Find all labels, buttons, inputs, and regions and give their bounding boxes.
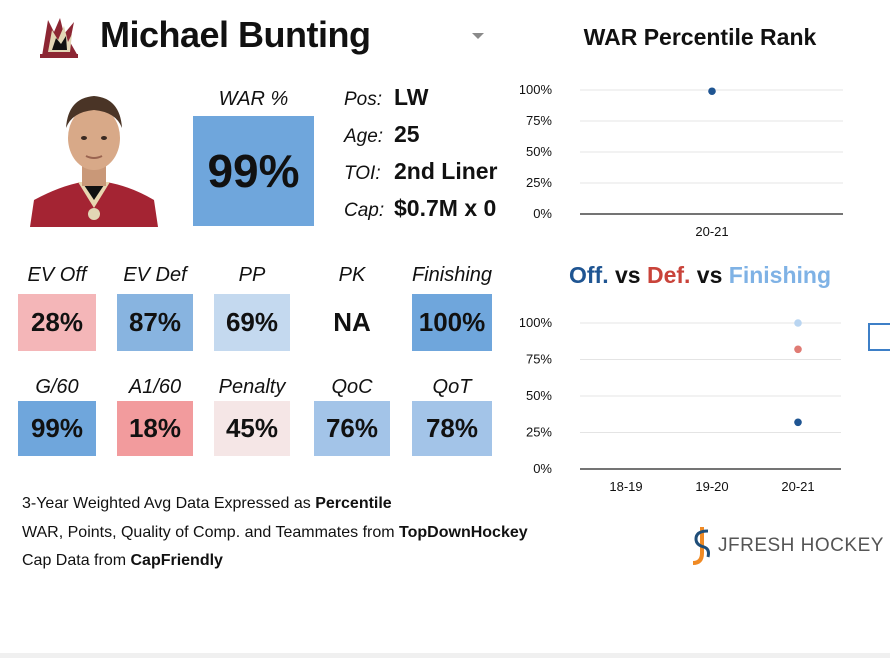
footnote-bold: CapFriendly (130, 552, 223, 569)
stat-label-penalty: Penalty (218, 376, 286, 398)
chart-title-war-rank: WAR Percentile Rank (583, 24, 817, 50)
war-label: WAR % (218, 88, 289, 110)
chart-title-off-def-finishing: Off. vs Def. vs Finishing (560, 262, 840, 289)
y-tick-label: 25% (526, 175, 552, 190)
stat-label-pp: PP (238, 264, 266, 286)
player-headshot (20, 82, 168, 227)
x-tick-label: 20-21 (781, 479, 814, 494)
data-point (794, 319, 802, 327)
stat-label-g60: G/60 (35, 376, 79, 398)
stat-box-g60: 99% (18, 401, 96, 456)
stat-label-finishing: Finishing (411, 264, 493, 286)
stat-label-qoc: QoC (331, 376, 373, 398)
player-select-dropdown[interactable] (472, 33, 484, 39)
chart-title-part: vs (690, 262, 729, 288)
info-value: 2nd Liner (394, 158, 498, 184)
chart-title-part: Def. (646, 262, 691, 288)
info-value: $0.7M x 0 (394, 195, 497, 221)
y-tick-label: 25% (526, 425, 552, 440)
x-tick-label: 20-21 (695, 224, 728, 239)
y-tick-label: 100% (520, 82, 552, 97)
info-value: 25 (394, 121, 420, 147)
off-def-finishing-chart: 100% 75% 50% 25% 0% 18-19 19-20 20-21 (520, 315, 841, 494)
info-key: Cap: (344, 200, 385, 221)
stat-box-finishing: 100% (412, 294, 492, 351)
y-tick-label: 50% (526, 388, 552, 403)
y-tick-label: 0% (533, 206, 552, 221)
chart-title-part: Finishing (728, 262, 832, 288)
footnote-bold: TopDownHockey (399, 524, 528, 541)
x-tick-label: 19-20 (695, 479, 728, 494)
footnote-text: WAR, Points, Quality of Comp. and Teamma… (22, 524, 400, 541)
stat-box-pp: 69% (214, 294, 290, 351)
info-value: LW (394, 84, 429, 110)
y-tick-label: 50% (526, 144, 552, 159)
y-tick-label: 0% (533, 461, 552, 476)
footnote-percentile: 3-Year Weighted Avg Data Expressed as Pe… (22, 495, 392, 513)
footnote-source-war: WAR, Points, Quality of Comp. and Teamma… (22, 524, 528, 542)
info-row-age: Age: 25 (344, 121, 420, 151)
info-row-cap: Cap: $0.7M x 0 (344, 195, 496, 225)
stat-box-ev-def: 87% (117, 294, 193, 351)
footnote-source-cap: Cap Data from CapFriendly (22, 552, 223, 570)
jfresh-logo-icon (688, 525, 712, 567)
footnote-text: Cap Data from (22, 552, 131, 569)
stat-box-qot: 78% (412, 401, 492, 456)
stat-label-pk: PK (338, 264, 366, 286)
info-key: TOI: (344, 163, 381, 184)
team-logo (34, 12, 84, 62)
y-tick-label: 75% (526, 113, 552, 128)
footnote-text: 3-Year Weighted Avg Data Expressed as (22, 495, 316, 512)
chart-title-part: vs (608, 262, 647, 288)
footnote-bold: Percentile (315, 495, 392, 512)
bottom-divider (0, 653, 890, 658)
stat-label-a1-60: A1/60 (128, 376, 182, 398)
stat-box-penalty: 45% (214, 401, 290, 456)
stat-box-a1-60: 18% (117, 401, 193, 456)
player-name: Michael Bunting (100, 14, 371, 55)
war-percentile-chart: 100% 75% 50% 25% 0% 20-21 (520, 82, 843, 239)
stat-box-ev-off: 28% (18, 294, 96, 351)
data-point (794, 418, 802, 427)
stat-label-qot: QoT (432, 376, 472, 398)
data-point (708, 87, 716, 96)
chart-title-part: Off. (568, 262, 609, 288)
info-row-toi: TOI: 2nd Liner (344, 158, 498, 188)
info-row-position: Pos: LW (344, 84, 429, 114)
stat-box-qoc: 76% (314, 401, 390, 456)
stat-label-ev-def: EV Def (123, 264, 187, 286)
info-key: Pos: (344, 89, 383, 110)
data-point (794, 345, 802, 354)
info-key: Age: (344, 126, 384, 147)
stat-label-ev-off: EV Off (27, 264, 87, 286)
war-percentile-box: 99% (193, 116, 314, 226)
x-tick-label: 18-19 (609, 479, 642, 494)
side-panel-toggle[interactable] (868, 323, 890, 351)
stat-box-pk: NA (314, 294, 390, 351)
brand-name: JFRESH HOCKEY (718, 535, 884, 556)
y-tick-label: 100% (520, 315, 552, 330)
y-tick-label: 75% (526, 352, 552, 367)
